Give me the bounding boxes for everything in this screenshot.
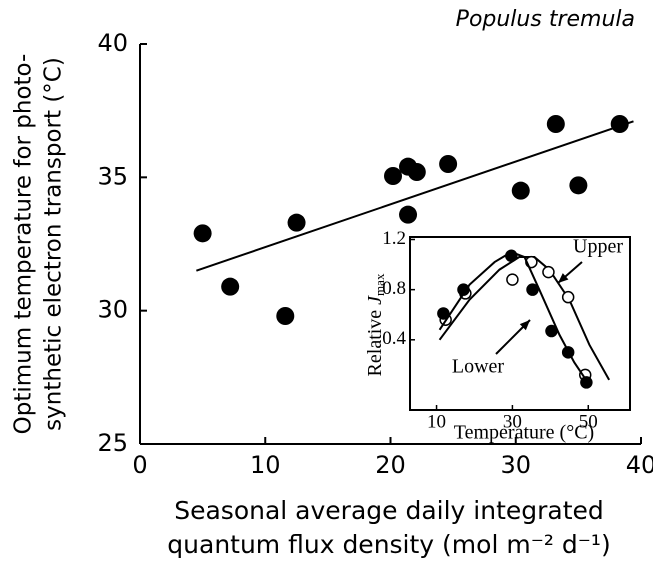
- x-tick-label: 50: [579, 411, 598, 432]
- point: [526, 283, 539, 296]
- y-tick-label: 30: [97, 296, 128, 324]
- fit-line: [196, 120, 634, 272]
- point: [561, 346, 575, 359]
- point: [384, 167, 403, 185]
- point: [561, 290, 575, 304]
- point: [545, 324, 558, 338]
- y-axis-label-var: J: [364, 295, 386, 305]
- x-axis-label: Seasonal average daily integrated: [174, 496, 604, 525]
- point: [569, 176, 588, 195]
- arrow-head: [519, 320, 530, 331]
- arrow-head: [558, 273, 569, 283]
- point: [193, 224, 212, 243]
- point: [276, 307, 295, 325]
- x-tick-label: 30: [503, 411, 522, 432]
- x-axis-label: quantum flux density (mol m⁻² d⁻¹): [167, 530, 610, 559]
- y-tick-label: 0.4: [382, 328, 406, 349]
- x-axis-label: Temperature (°C): [454, 422, 594, 444]
- point: [505, 249, 518, 263]
- series-label: Upper: [573, 236, 623, 258]
- point: [506, 273, 519, 286]
- point: [221, 277, 240, 296]
- y-tick-label: 1.2: [382, 228, 406, 249]
- chart-title: Populus tremula: [456, 7, 635, 32]
- y-axis-label-text: Relative: [364, 310, 386, 377]
- x-tick-label: 10: [250, 451, 281, 479]
- x-tick-label: 0: [132, 451, 147, 479]
- x-tick-label: 20: [375, 451, 406, 479]
- point: [511, 181, 530, 200]
- x-tick-label: 10: [427, 411, 446, 432]
- series-label: Lower: [452, 356, 505, 378]
- x-tick-label: 30: [500, 451, 531, 479]
- point: [457, 283, 470, 296]
- point: [407, 163, 426, 181]
- y-tick-label: 35: [97, 162, 128, 190]
- x-tick-label: 40: [626, 451, 653, 479]
- point: [546, 115, 565, 133]
- point: [399, 205, 418, 224]
- point: [287, 213, 306, 232]
- y-axis-label: Optimum temperature for photo-: [11, 54, 37, 435]
- y-tick-label: 40: [97, 29, 128, 57]
- point: [610, 115, 629, 133]
- point: [439, 155, 458, 173]
- point: [542, 265, 555, 279]
- y-axis-label: synthetic electron transport (°C): [41, 57, 67, 431]
- y-axis-label-sub: max: [372, 273, 387, 296]
- y-tick-label: 25: [97, 429, 128, 457]
- point: [437, 307, 450, 320]
- point: [580, 376, 593, 389]
- inset-frame: [409, 236, 631, 411]
- y-tick-label: 0.8: [382, 278, 406, 299]
- y-axis-label: Relative Jmax: [364, 273, 387, 376]
